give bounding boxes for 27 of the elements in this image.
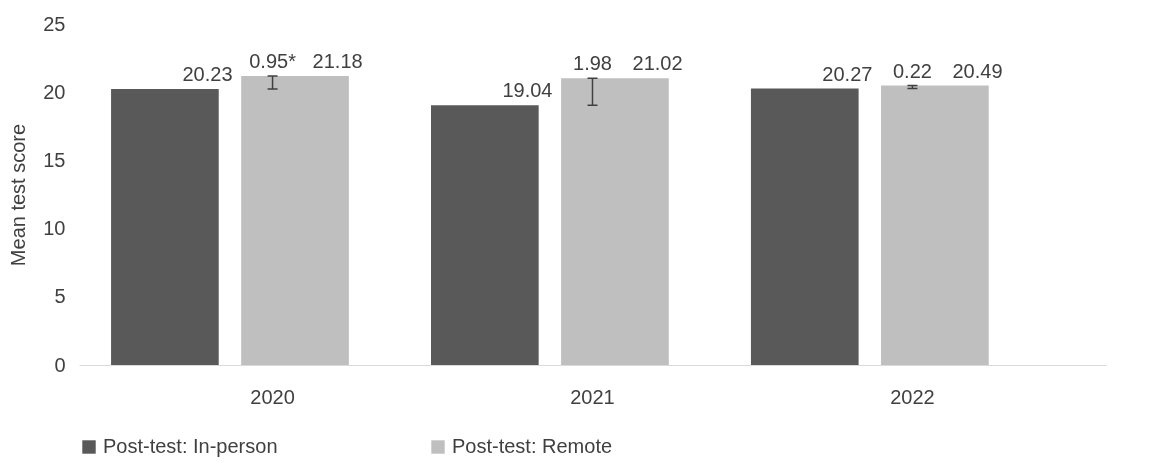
data-label: 21.02 xyxy=(632,52,683,75)
annotation: 0.95* xyxy=(249,50,297,73)
bar xyxy=(241,76,349,365)
annotation: 0.22 xyxy=(892,59,932,82)
y-tick-label: 10 xyxy=(43,217,66,240)
data-label: 21.18 xyxy=(312,50,363,73)
bar xyxy=(750,88,859,365)
y-tick-label: 0 xyxy=(54,353,66,376)
x-tick-label: 2020 xyxy=(250,385,295,408)
y-axis-title: Mean test score xyxy=(7,123,30,267)
data-label: 20.23 xyxy=(182,63,233,86)
legend-label: Post-test: In-person xyxy=(103,435,278,457)
x-tick-label: 2022 xyxy=(890,385,935,408)
legend-label: Post-test: Remote xyxy=(452,435,613,457)
x-tick-label: 2021 xyxy=(570,385,615,408)
bar xyxy=(881,85,989,365)
y-tick-label: 15 xyxy=(43,148,66,171)
bar xyxy=(561,78,669,365)
annotation: 1.98 xyxy=(573,52,612,75)
bar xyxy=(431,105,539,365)
data-label: 20.49 xyxy=(952,59,1003,82)
y-tick-label: 20 xyxy=(43,80,66,103)
y-tick-label: 5 xyxy=(54,285,66,308)
bar xyxy=(111,89,219,365)
y-tick-label: 25 xyxy=(43,12,66,35)
data-label: 19.04 xyxy=(502,79,553,102)
data-label: 20.27 xyxy=(822,62,873,85)
